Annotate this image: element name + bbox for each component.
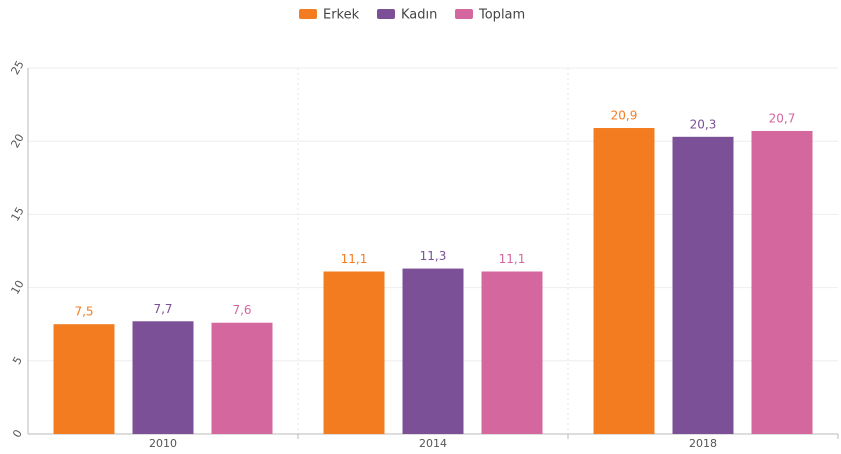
x-tick-label: 2018 <box>689 437 717 450</box>
bar <box>132 321 194 434</box>
bar <box>672 136 734 435</box>
y-tick-label: 15 <box>8 205 26 224</box>
value-label: 20,7 <box>769 111 796 125</box>
value-label: 20,3 <box>690 117 717 131</box>
legend-swatch <box>299 9 317 19</box>
legend-label: Erkek <box>323 8 360 23</box>
legend-label: Kadın <box>401 8 437 23</box>
bar <box>211 322 273 434</box>
bar <box>593 128 655 435</box>
bar <box>481 271 543 434</box>
y-tick-label: 0 <box>10 427 25 440</box>
x-tick-label: 2014 <box>419 437 447 450</box>
value-label: 7,7 <box>153 302 172 316</box>
value-label: 7,5 <box>74 305 93 319</box>
bar <box>323 271 385 434</box>
bar <box>53 324 115 434</box>
legend-swatch <box>377 9 395 19</box>
y-tick-label: 10 <box>8 278 26 297</box>
value-label: 7,6 <box>232 303 251 317</box>
bar <box>402 268 464 434</box>
value-label: 11,1 <box>341 252 368 266</box>
value-label: 11,3 <box>420 249 447 263</box>
y-tick-label: 20 <box>8 132 26 151</box>
x-tick-label: 2010 <box>149 437 177 450</box>
legend-label: Toplam <box>478 8 525 23</box>
value-label: 20,9 <box>611 109 638 123</box>
y-tick-label: 5 <box>10 354 25 367</box>
y-tick-label: 25 <box>8 58 26 77</box>
bar <box>751 130 813 434</box>
legend-swatch <box>455 9 473 19</box>
value-label: 11,1 <box>499 252 526 266</box>
